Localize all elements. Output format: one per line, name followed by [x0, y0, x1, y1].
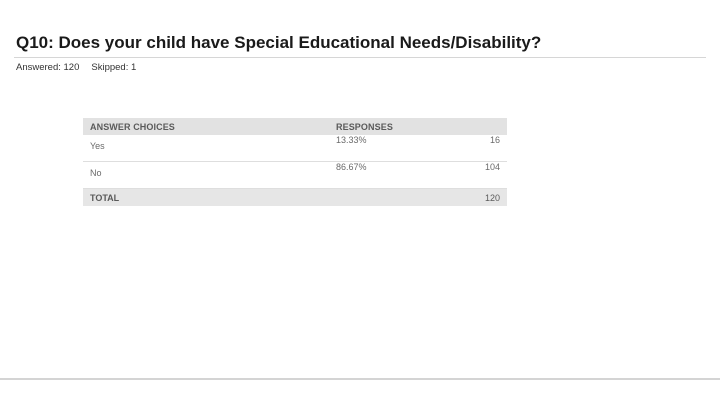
answered-count: Answered: 120 [16, 62, 80, 73]
total-row: TOTAL 120 [83, 188, 507, 206]
table-row: No 86.67% 104 [83, 161, 507, 189]
footer-divider [0, 378, 720, 380]
table-row: Yes 13.33% 16 [83, 135, 507, 162]
total-spacer [329, 188, 429, 206]
table-header-row: ANSWER CHOICES RESPONSES [83, 118, 507, 135]
choice-count: 104 [429, 161, 507, 189]
question-title: Q10: Does your child have Special Educat… [16, 33, 542, 52]
skipped-count: Skipped: 1 [91, 62, 137, 73]
title-divider [14, 57, 706, 58]
results-table: ANSWER CHOICES RESPONSES Yes 13.33% 16 N… [83, 118, 507, 206]
choice-count: 16 [429, 135, 507, 162]
header-responses: RESPONSES [329, 118, 429, 135]
choice-label: No [83, 161, 329, 189]
choice-percent: 86.67% [329, 161, 429, 189]
total-label: TOTAL [83, 188, 329, 206]
header-answer-choices: ANSWER CHOICES [83, 118, 329, 135]
total-count: 120 [429, 188, 507, 206]
choice-label: Yes [83, 135, 329, 162]
choice-percent: 13.33% [329, 135, 429, 162]
response-stats: Answered: 120 Skipped: 1 [16, 62, 136, 73]
header-count [429, 118, 507, 135]
